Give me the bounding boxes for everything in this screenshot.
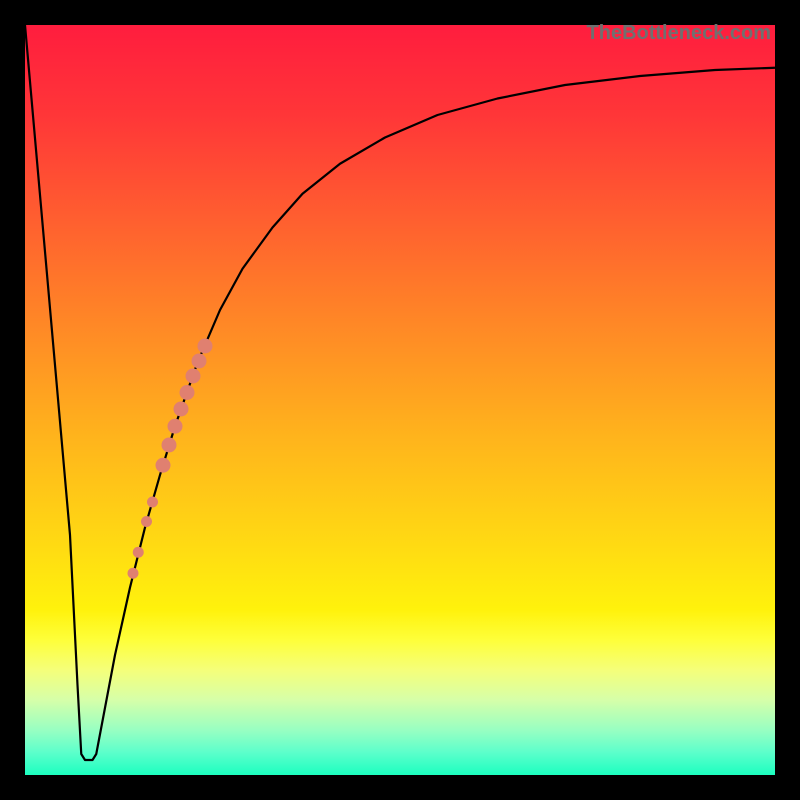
marker-dot	[141, 516, 152, 527]
bottleneck-curve	[25, 25, 775, 760]
marker-segment-point	[180, 385, 195, 400]
plot-area	[25, 25, 775, 775]
marker-segment-point	[192, 354, 207, 369]
chart-container: TheBottleneck.com	[0, 0, 800, 800]
marker-dot	[133, 547, 144, 558]
curve-layer	[25, 25, 775, 775]
marker-dot	[147, 497, 158, 508]
marker-segment-point	[156, 458, 171, 473]
watermark: TheBottleneck.com	[587, 22, 771, 45]
marker-segment-point	[168, 419, 183, 434]
marker-segment-point	[186, 369, 201, 384]
marker-segment-point	[162, 438, 177, 453]
marker-segment-point	[198, 339, 213, 354]
marker-segment-point	[174, 402, 189, 417]
marker-dot	[128, 568, 139, 579]
